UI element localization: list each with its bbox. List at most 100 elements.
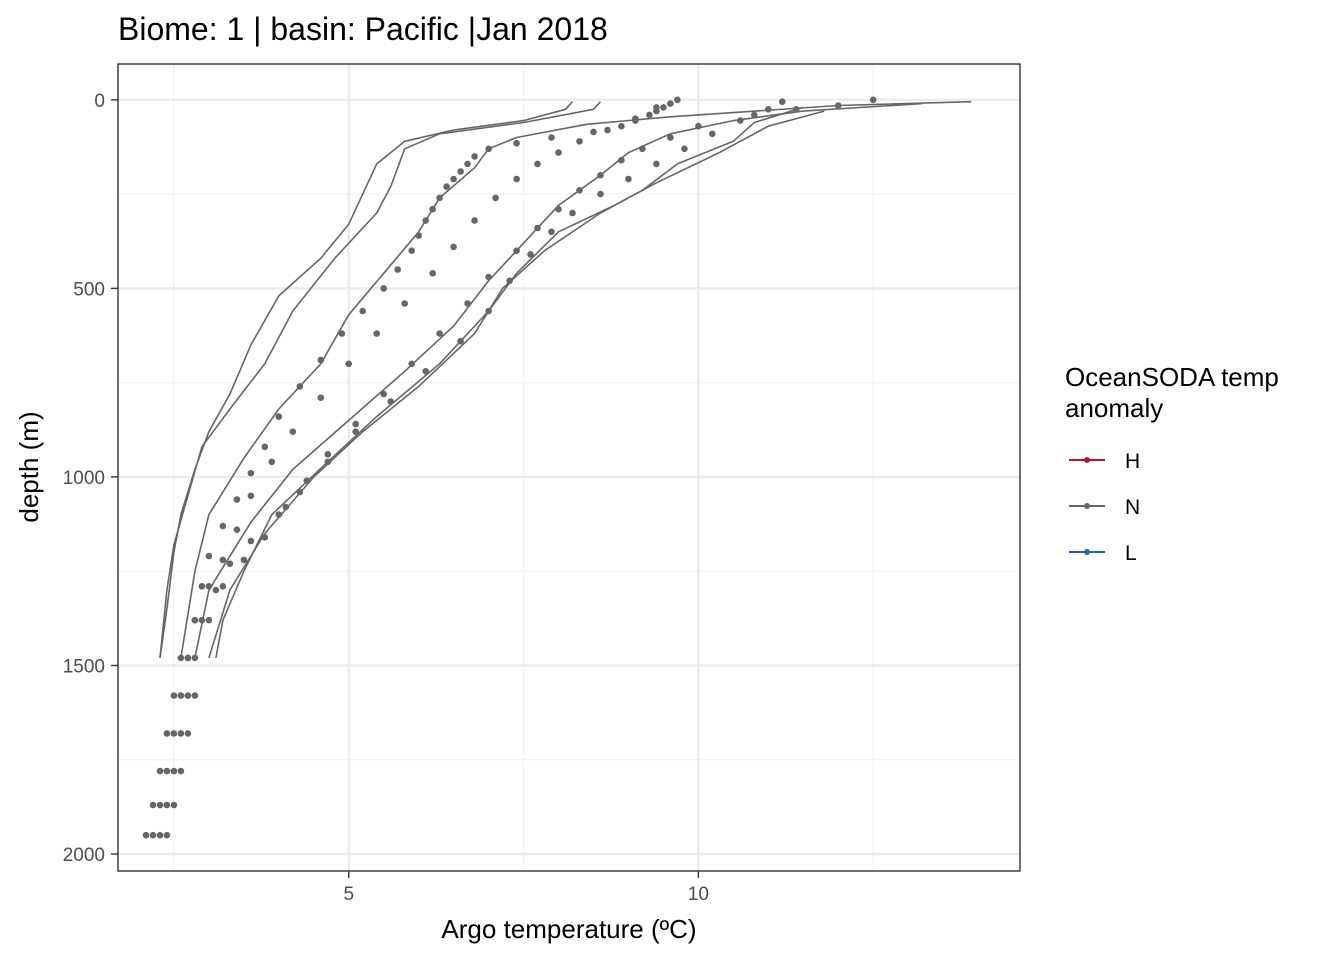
profile-point [555, 205, 562, 213]
profile-point [170, 692, 178, 699]
profile-point [639, 145, 646, 153]
legend-label: N [1125, 496, 1140, 519]
profile-point [653, 160, 660, 168]
x-tick-label: 5 [343, 884, 354, 905]
legend-item-n: N [1069, 496, 1140, 519]
profile-point [163, 801, 171, 809]
profile-point [163, 767, 171, 775]
profile-point [632, 115, 639, 122]
profile-point [695, 122, 702, 130]
profile-point [219, 556, 227, 564]
profile-point [527, 251, 534, 258]
profile-point [359, 307, 367, 315]
profile-point [156, 831, 164, 839]
profile-point [779, 98, 786, 105]
chart-title: Biome: 1 | basin: Pacific |Jan 2018 [118, 11, 608, 47]
profile-point [177, 654, 185, 662]
profile-point [184, 692, 192, 699]
profile-point [352, 420, 360, 428]
y-tick-label: 2000 [63, 845, 105, 866]
profile-point [247, 469, 255, 477]
profile-point [205, 583, 213, 590]
plot-panel [118, 64, 1020, 871]
profile-point [408, 360, 416, 368]
profile-point [576, 138, 583, 145]
profile-point [597, 171, 604, 179]
profile-point [177, 767, 185, 775]
x-axis-title: Argo temperature (ºC) [441, 914, 696, 944]
profile-point [492, 194, 499, 202]
profile-point [590, 128, 597, 136]
profile-point [792, 106, 800, 113]
profile-point [429, 270, 437, 277]
profile-point [212, 586, 220, 594]
profile-point [618, 156, 625, 164]
profile-point [296, 488, 304, 496]
profile-point [156, 801, 164, 809]
legend-item-h: H [1069, 450, 1140, 473]
profile-point [408, 247, 416, 254]
profile-point [457, 337, 464, 345]
profile-point [324, 458, 332, 466]
profile-point [296, 383, 304, 390]
profile-point [681, 145, 688, 153]
profile-point [268, 458, 276, 466]
profile-point [765, 106, 772, 113]
profile-line [180, 100, 972, 659]
profile-point [471, 217, 478, 224]
legend-title-line-1: OceanSODA temp [1065, 362, 1279, 392]
profile-point [149, 801, 157, 809]
profile-point [163, 831, 171, 839]
profile-point [205, 616, 213, 624]
profile-point [485, 307, 492, 315]
series-profile-10 [163, 98, 786, 839]
profile-point [534, 160, 541, 168]
profile-point [233, 496, 241, 503]
y-tick-label: 500 [73, 279, 105, 300]
profile-point [303, 477, 311, 485]
profile-point [834, 102, 842, 109]
series-profile-3 [180, 100, 972, 659]
profile-point [219, 583, 227, 590]
legend-label: L [1125, 542, 1137, 565]
profile-point [555, 149, 562, 156]
profile-point [219, 522, 227, 530]
profile-point [436, 330, 443, 337]
profile-point [149, 831, 157, 839]
profile-point [569, 209, 576, 217]
profile-point [247, 537, 255, 545]
profile-point [170, 801, 178, 809]
profile-point [163, 730, 171, 737]
series-profile-9 [156, 96, 877, 839]
profile-point [142, 831, 150, 839]
profile-point [191, 692, 199, 699]
series-layer [142, 96, 972, 839]
legend-items: HNL [1069, 450, 1140, 565]
profile-point [345, 360, 353, 368]
profile-point [422, 217, 430, 224]
profile-point [289, 428, 297, 436]
profile-point [170, 730, 178, 737]
y-tick-label: 0 [94, 91, 105, 112]
profile-point [534, 224, 541, 232]
profile-point [450, 175, 457, 183]
series-profile-8 [142, 104, 660, 839]
profile-point [751, 111, 758, 119]
profile-point [436, 194, 443, 202]
profile-point [352, 428, 360, 436]
legend-key-point [1084, 549, 1090, 555]
profile-point [513, 139, 520, 147]
profile-point [247, 492, 255, 500]
profile-point [576, 187, 583, 194]
profile-point [625, 175, 632, 183]
profile-point [380, 285, 388, 292]
profile-point [485, 145, 492, 153]
profile-point [177, 730, 185, 737]
profile-point [618, 122, 625, 130]
y-axis-title: depth (m) [14, 411, 44, 522]
profile-point [513, 247, 520, 254]
profile-point [597, 190, 604, 198]
profile-point [380, 390, 388, 398]
profile-point [464, 300, 471, 307]
y-tick-label: 1500 [63, 656, 105, 677]
